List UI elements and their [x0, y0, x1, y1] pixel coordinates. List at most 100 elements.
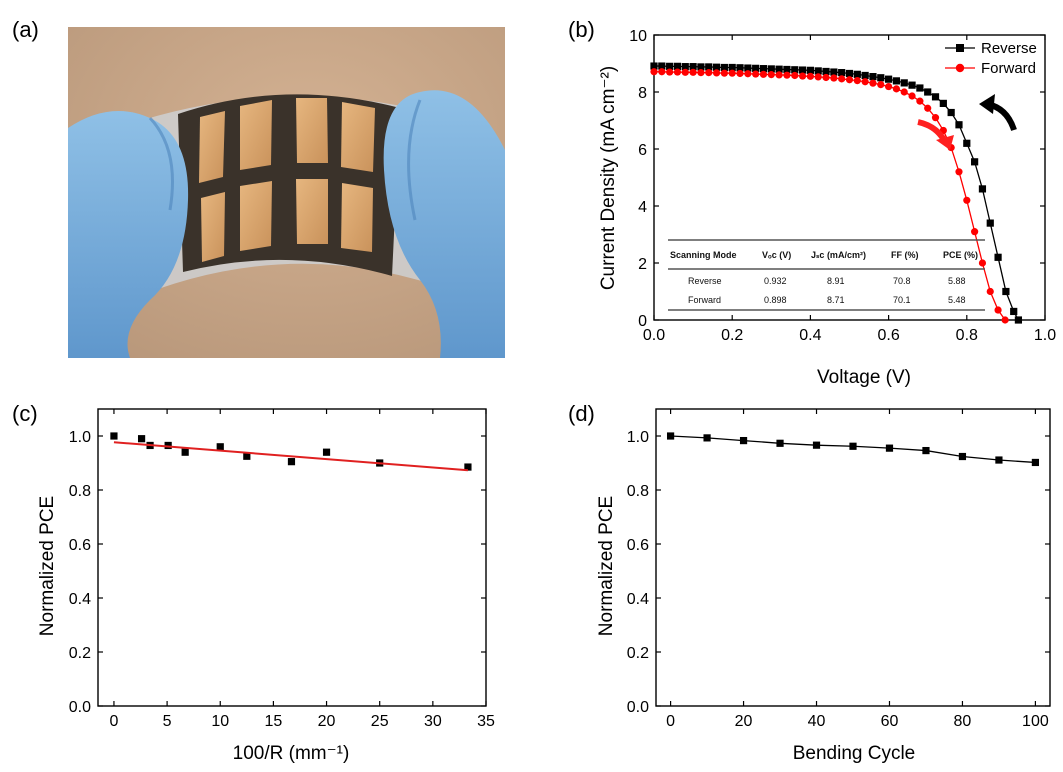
- c-x-tick-label: 35: [477, 713, 495, 730]
- c-point-series-0: [322, 448, 331, 456]
- reverse-scan-arrow-icon: [979, 94, 1017, 132]
- b-x-tick-label: 0.6: [877, 327, 899, 344]
- b-y-tick-label: 0: [638, 313, 647, 330]
- table-header-ff: FF (%): [891, 250, 919, 260]
- legend-label-forward: Forward: [981, 60, 1036, 77]
- b-point-reverse: [705, 63, 713, 71]
- panel-label-d: (d): [568, 401, 595, 426]
- d-y-tick-label: 0.2: [627, 645, 649, 662]
- panel-label-b: (b): [568, 17, 595, 42]
- b-point-reverse: [853, 70, 861, 78]
- table-header-jsc: Jₛᴄ (mA/cm²): [811, 250, 866, 260]
- b-point-forward: [783, 71, 791, 79]
- d-point-series-0: [812, 441, 821, 449]
- c-axes: 0 5 10 15 20 25 30 35 0.0 0.2 0.4 0.6 0.8 1.0: [69, 408, 495, 730]
- c-y-tick-label: 0.0: [69, 699, 91, 716]
- c-point-series-0: [287, 458, 296, 466]
- b-point-reverse: [838, 69, 846, 77]
- b-point-forward: [900, 88, 908, 96]
- b-point-forward: [963, 196, 971, 204]
- table-cell-reverse-mode: Reverse: [688, 276, 722, 286]
- b-point-reverse: [712, 63, 721, 71]
- b-y-tick-label: 2: [638, 256, 647, 273]
- c-y-axis-title: Normalized PCE: [37, 496, 58, 636]
- c-y-tick-label: 0.8: [69, 483, 91, 500]
- b-point-reverse: [752, 64, 760, 72]
- b-point-reverse: [697, 63, 705, 71]
- b-point-forward: [759, 70, 768, 78]
- b-point-forward: [791, 71, 799, 80]
- d-x-tick-label: 20: [735, 713, 753, 730]
- b-point-forward: [681, 68, 689, 76]
- b-point-forward: [892, 85, 901, 93]
- b-point-forward: [908, 92, 916, 100]
- b-point-reverse: [994, 253, 1002, 261]
- b-point-reverse: [814, 67, 822, 75]
- b-point-reverse: [845, 69, 854, 78]
- b-point-reverse: [986, 219, 994, 227]
- b-point-reverse: [798, 66, 807, 74]
- b-point-forward: [955, 168, 963, 176]
- table-cell-forward-mode: Forward: [688, 295, 721, 305]
- legend-label-reverse: Reverse: [981, 40, 1037, 57]
- d-y-tick-label: 0.4: [627, 591, 649, 608]
- table-cell-forward-pce: 5.48: [948, 295, 966, 305]
- b-point-reverse: [791, 66, 799, 74]
- b-point-forward: [650, 68, 658, 76]
- table-cell-forward-voc: 0.898: [764, 295, 787, 305]
- b-point-forward: [916, 97, 924, 105]
- b-point-reverse: [736, 64, 744, 72]
- b-point-forward: [673, 68, 682, 76]
- d-point-series-0: [958, 452, 967, 461]
- d-point-series-0: [885, 444, 894, 452]
- panel-label-a: (a): [12, 17, 39, 42]
- d-point-series-0: [666, 432, 675, 440]
- c-x-tick-label: 25: [371, 713, 389, 730]
- d-point-series-0: [849, 442, 857, 450]
- b-y-tick-label: 4: [638, 199, 647, 216]
- table-cell-reverse-ff: 70.8: [893, 276, 911, 286]
- d-x-tick-label: 40: [808, 713, 826, 730]
- b-point-reverse: [931, 93, 940, 101]
- b-point-forward: [712, 69, 721, 77]
- b-point-forward: [986, 287, 994, 296]
- b-point-forward: [994, 306, 1002, 314]
- b-point-forward: [971, 228, 979, 236]
- d-axes: 0 20 40 60 80 100 0.0 0.2 0.4 0.6 0.8 1.0: [627, 408, 1051, 730]
- d-y-tick-label: 1.0: [627, 429, 649, 446]
- b-point-reverse: [924, 88, 932, 96]
- b-point-forward: [705, 69, 713, 77]
- d-y-tick-label: 0.0: [627, 699, 649, 716]
- b-plot-frame: [653, 34, 1046, 321]
- b-point-forward: [861, 78, 869, 86]
- d-point-series-0: [703, 434, 711, 442]
- c-point-series-0: [181, 448, 189, 456]
- b-point-reverse: [806, 66, 814, 74]
- b-point-reverse: [720, 63, 728, 72]
- b-point-reverse: [916, 84, 924, 92]
- table-header-pce: PCE (%): [943, 250, 978, 260]
- b-point-forward: [838, 75, 846, 83]
- b-y-tick-label: 8: [638, 85, 647, 102]
- flexible-device-photo: [68, 27, 505, 358]
- b-point-forward: [830, 74, 838, 82]
- b-x-tick-label: 0.4: [799, 327, 821, 344]
- c-y-tick-label: 1.0: [69, 429, 91, 446]
- b-point-reverse: [767, 65, 775, 73]
- b-point-reverse: [861, 71, 869, 80]
- b-point-forward: [931, 114, 940, 122]
- c-x-tick-label: 30: [424, 713, 442, 730]
- b-point-reverse: [775, 65, 783, 73]
- legend-marker-forward: [955, 63, 965, 73]
- b-point-forward: [728, 69, 736, 77]
- b-point-forward: [798, 72, 807, 80]
- table-cell-reverse-jsc: 8.91: [827, 276, 845, 286]
- c-y-tick-label: 0.6: [69, 537, 91, 554]
- legend-marker-reverse: [956, 44, 964, 52]
- panel-label-c: (c): [12, 401, 38, 426]
- c-x-tick-label: 5: [163, 713, 172, 730]
- pce-vs-curvature-chart: 0 5 10 15 20 25 30 35 0.0 0.2 0.4 0.6 0.8 1.0 100/R (…: [37, 408, 495, 764]
- b-point-forward: [775, 71, 783, 79]
- table-cell-reverse-voc: 0.932: [764, 276, 787, 286]
- b-point-forward: [806, 72, 815, 80]
